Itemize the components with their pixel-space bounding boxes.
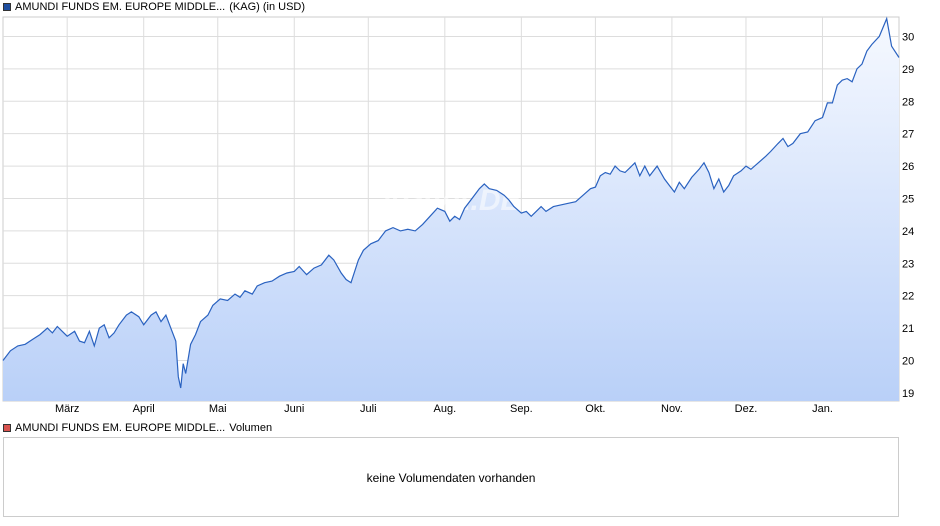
x-tick-label: März bbox=[55, 403, 79, 415]
y-tick-label: 23 bbox=[902, 258, 914, 270]
volume-panel: keine Volumendaten vorhanden bbox=[3, 437, 899, 517]
x-tick-label: Juni bbox=[284, 403, 304, 415]
y-tick-label: 26 bbox=[902, 161, 914, 173]
y-tick-label: 24 bbox=[902, 226, 914, 238]
y-tick-label: 21 bbox=[902, 323, 914, 335]
volume-legend-swatch bbox=[3, 424, 11, 432]
x-tick-label: Aug. bbox=[434, 403, 457, 415]
x-tick-label: Sep. bbox=[510, 403, 533, 415]
y-tick-label: 25 bbox=[902, 193, 914, 205]
y-tick-label: 28 bbox=[902, 96, 914, 108]
x-tick-label: April bbox=[133, 403, 155, 415]
volume-legend-extra: Volumen bbox=[229, 422, 273, 434]
y-tick-label: 20 bbox=[902, 355, 914, 367]
y-tick-label: 30 bbox=[902, 31, 914, 43]
y-tick-label: 19 bbox=[902, 388, 914, 400]
volume-legend: AMUNDI FUNDS EM. EUROPE MIDDLE... Volume… bbox=[3, 421, 272, 435]
price-legend-extra: (KAG) (in USD) bbox=[229, 1, 306, 13]
volume-legend-name: AMUNDI FUNDS EM. EUROPE MIDDLE... bbox=[15, 422, 226, 434]
no-volume-message: keine Volumendaten vorhanden bbox=[366, 471, 536, 485]
x-tick-label: Nov. bbox=[661, 403, 683, 415]
price-area bbox=[3, 18, 899, 401]
price-legend: AMUNDI FUNDS EM. EUROPE MIDDLE... (KAG) … bbox=[3, 0, 305, 14]
price-line bbox=[2, 16, 900, 389]
x-tick-label: Dez. bbox=[735, 403, 758, 415]
y-tick-label: 29 bbox=[902, 64, 914, 76]
x-tick-label: Okt. bbox=[585, 403, 605, 415]
price-legend-name: AMUNDI FUNDS EM. EUROPE MIDDLE... bbox=[15, 1, 226, 13]
y-tick-label: 22 bbox=[902, 291, 914, 303]
x-axis-labels: März April Mai Juni Juli Aug. Sep. Okt. Nov. Dez.… bbox=[55, 403, 833, 415]
watermark: ARIVA.DE bbox=[378, 184, 521, 217]
x-tick-label: Jan. bbox=[812, 403, 833, 415]
price-chart: ARIVA.DE 19 20 21 22 23 24 25 26 27 28 29 30 März Ap… bbox=[2, 16, 914, 415]
x-tick-label: Juli bbox=[360, 403, 377, 415]
y-tick-label: 27 bbox=[902, 129, 914, 141]
y-axis-labels: 19 20 21 22 23 24 25 26 27 28 29 30 bbox=[902, 31, 914, 399]
x-tick-label: Mai bbox=[209, 403, 227, 415]
price-legend-swatch bbox=[3, 3, 11, 11]
